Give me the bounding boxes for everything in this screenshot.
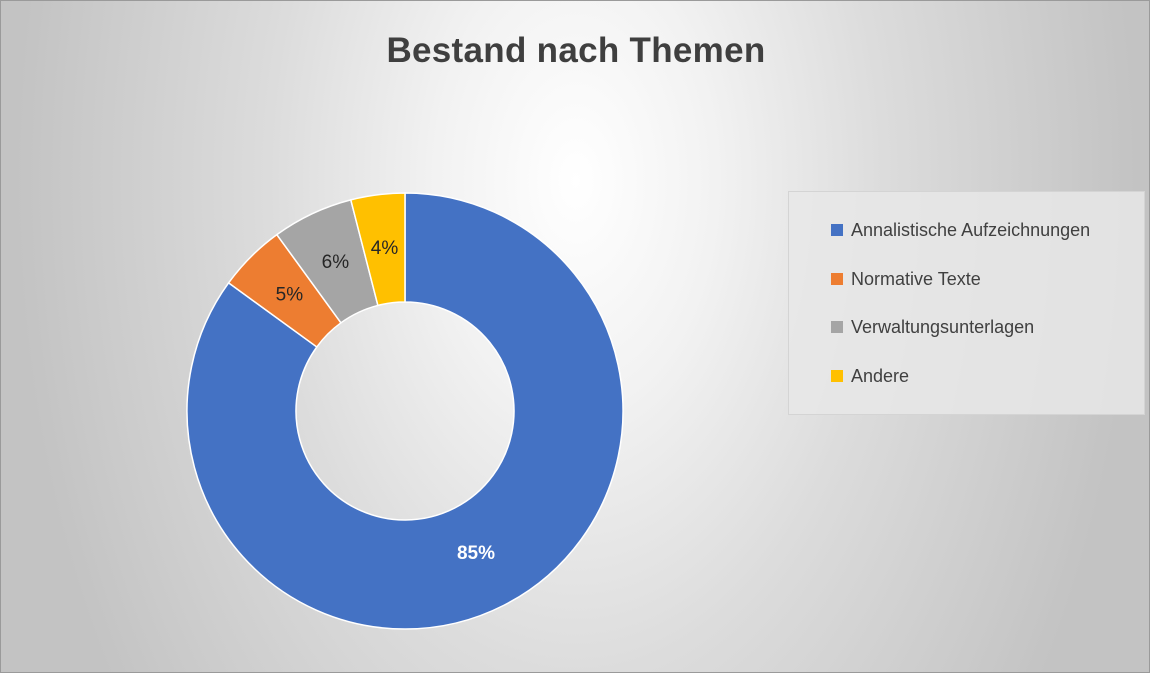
legend-item: Verwaltungsunterlagen bbox=[831, 315, 1034, 339]
legend-swatch bbox=[831, 370, 843, 382]
legend-label: Verwaltungsunterlagen bbox=[851, 316, 1035, 337]
legend-item: Annalistische Aufzeichnungen bbox=[831, 218, 1090, 242]
donut-slice-1 bbox=[186, 192, 624, 630]
legend-item: Andere bbox=[831, 364, 909, 388]
legend-item: Normative Texte bbox=[831, 267, 981, 291]
legend-label: Normative Texte bbox=[851, 268, 981, 289]
legend-swatch bbox=[831, 273, 843, 285]
donut-slice-4 bbox=[349, 192, 406, 307]
data-label-3: 6% bbox=[322, 252, 350, 273]
chart-legend: Annalistische Aufzeichnungen Normative T… bbox=[788, 191, 1145, 415]
legend-label: Annalistische Aufzeichnungen bbox=[851, 219, 1091, 240]
chart-title: Bestand nach Themen bbox=[386, 31, 766, 70]
legend-swatch bbox=[831, 321, 843, 333]
legend-swatch bbox=[831, 224, 843, 236]
data-label-4: 4% bbox=[371, 238, 399, 259]
legend-label: Andere bbox=[851, 365, 910, 386]
data-label-1: 85% bbox=[457, 543, 495, 564]
data-label-2: 5% bbox=[276, 284, 304, 305]
